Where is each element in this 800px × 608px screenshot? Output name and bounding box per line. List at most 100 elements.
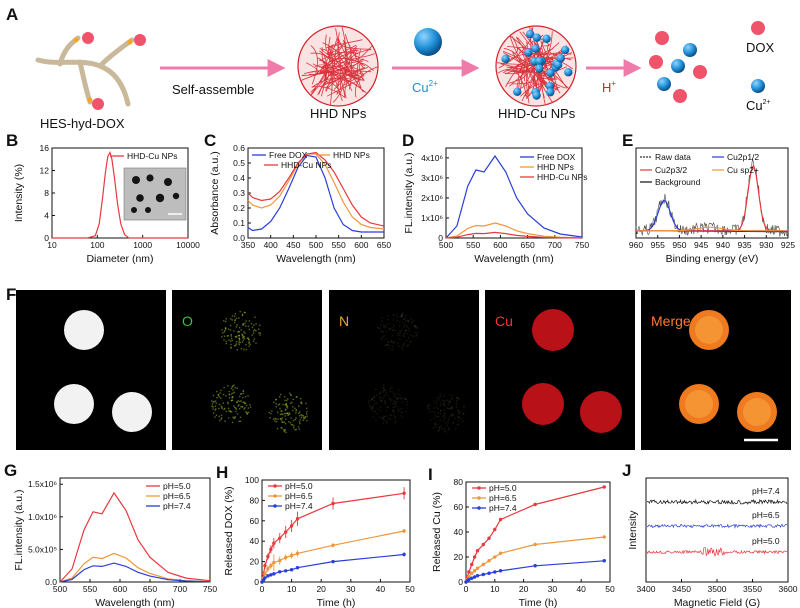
signal-dot	[224, 407, 226, 410]
signal-dot	[443, 409, 445, 411]
signal-dot	[388, 328, 391, 330]
signal-dot	[406, 401, 408, 403]
legend-marker	[477, 486, 481, 490]
signal-dot	[211, 405, 213, 407]
signal-dot	[405, 398, 407, 400]
signal-dot	[380, 399, 383, 402]
data-point	[493, 555, 497, 559]
signal-dot	[212, 394, 215, 397]
signal-dot	[222, 332, 224, 334]
signal-dot	[431, 410, 433, 413]
data-point	[533, 542, 537, 547]
signal-dot	[244, 396, 247, 398]
plot-frame	[445, 147, 583, 239]
signal-dot	[234, 319, 236, 321]
signal-dot	[439, 428, 441, 430]
signal-dot	[306, 415, 308, 418]
signal-dot	[438, 399, 440, 401]
signal-dot	[371, 399, 373, 401]
signal-dot	[448, 427, 450, 429]
panel-label-c: C	[204, 131, 216, 150]
signal-dot	[400, 314, 403, 317]
signal-dot	[268, 411, 270, 414]
signal-dot	[463, 405, 465, 407]
signal-dot	[398, 389, 400, 391]
signal-dot	[394, 402, 396, 404]
signal-dot	[289, 392, 291, 394]
nanoparticle-spot	[580, 391, 622, 433]
tem-particle	[172, 192, 180, 200]
signal-dot	[225, 342, 227, 345]
signal-dot	[439, 426, 441, 429]
signal-dot	[393, 324, 395, 327]
signal-dot	[451, 408, 453, 410]
signal-dot	[298, 421, 301, 423]
signal-dot	[389, 388, 391, 390]
signal-dot	[301, 402, 303, 404]
signal-dot	[389, 398, 391, 401]
signal-dot	[305, 402, 307, 405]
signal-dot	[238, 395, 241, 398]
hes-hyd-dox-molecule	[35, 32, 146, 110]
signal-dot	[398, 409, 400, 411]
signal-dot	[463, 413, 465, 415]
signal-dot	[224, 327, 227, 330]
x-axis-label: Wavelength (nm)	[95, 597, 175, 608]
signal-dot	[436, 415, 438, 418]
x-tick-label: 3450	[672, 584, 691, 594]
series-label: pH=5.0	[752, 536, 780, 546]
signal-dot	[458, 412, 460, 414]
legend-item: pH=5.0	[489, 483, 517, 493]
y-tick-label: 0.6	[233, 143, 245, 153]
signal-dot	[271, 410, 273, 412]
signal-dot	[218, 403, 221, 406]
signal-dot	[451, 413, 454, 416]
x-tick-label: 1000	[133, 240, 152, 250]
signal-dot	[427, 405, 429, 408]
cu-particle	[532, 33, 542, 42]
signal-dot	[444, 417, 446, 419]
y-axis-label: FL.intensity (a.u.)	[403, 152, 415, 233]
signal-dot	[386, 420, 388, 423]
series-label: pH=7.4	[752, 486, 780, 496]
signal-dot	[300, 416, 302, 419]
y-tick-label: 0	[458, 577, 463, 587]
data-point	[295, 566, 300, 570]
y-tick-label: 1.0x10⁶	[28, 512, 57, 522]
cu-particle	[564, 68, 573, 77]
panel-d-chart: D 500 550 600 650 700 750 0 1x10⁶ 2x10⁶ 3x10⁶ 4x10⁶…	[402, 131, 589, 265]
data-point	[481, 542, 485, 547]
signal-dot	[237, 400, 239, 402]
signal-dot	[225, 320, 227, 323]
cu-particle	[535, 64, 544, 73]
data-point	[602, 485, 606, 489]
signal-dot	[385, 415, 388, 417]
signal-dot	[297, 426, 300, 428]
signal-dot	[230, 343, 232, 346]
signal-dot	[398, 334, 401, 337]
x-axis-label: Binding energy (eV)	[666, 253, 759, 265]
signal-dot	[383, 324, 385, 327]
signal-dot	[276, 427, 279, 430]
signal-dot	[228, 393, 230, 396]
signal-dot	[222, 402, 224, 404]
signal-dot	[259, 324, 261, 327]
signal-dot	[394, 417, 396, 420]
signal-dot	[292, 406, 294, 408]
tem-particle	[136, 194, 144, 202]
signal-dot	[399, 394, 401, 396]
signal-dot	[243, 408, 245, 410]
signal-dot	[406, 332, 408, 335]
signal-dot	[448, 417, 451, 419]
signal-dot	[401, 312, 404, 315]
data-point	[498, 517, 503, 522]
signal-dot	[395, 420, 397, 422]
panel-i-chart: I 0 10 20 30 40 50 0 20 40 60 80 Time (h) Released Cu…	[428, 465, 615, 608]
x-axis-label: Time (h)	[317, 597, 356, 608]
signal-dot	[229, 410, 231, 412]
signal-dot	[304, 417, 307, 419]
signal-dot	[249, 343, 251, 346]
signal-dot	[439, 404, 442, 407]
mapping-tile-cu: Cu	[485, 290, 635, 450]
signal-dot	[458, 411, 460, 414]
